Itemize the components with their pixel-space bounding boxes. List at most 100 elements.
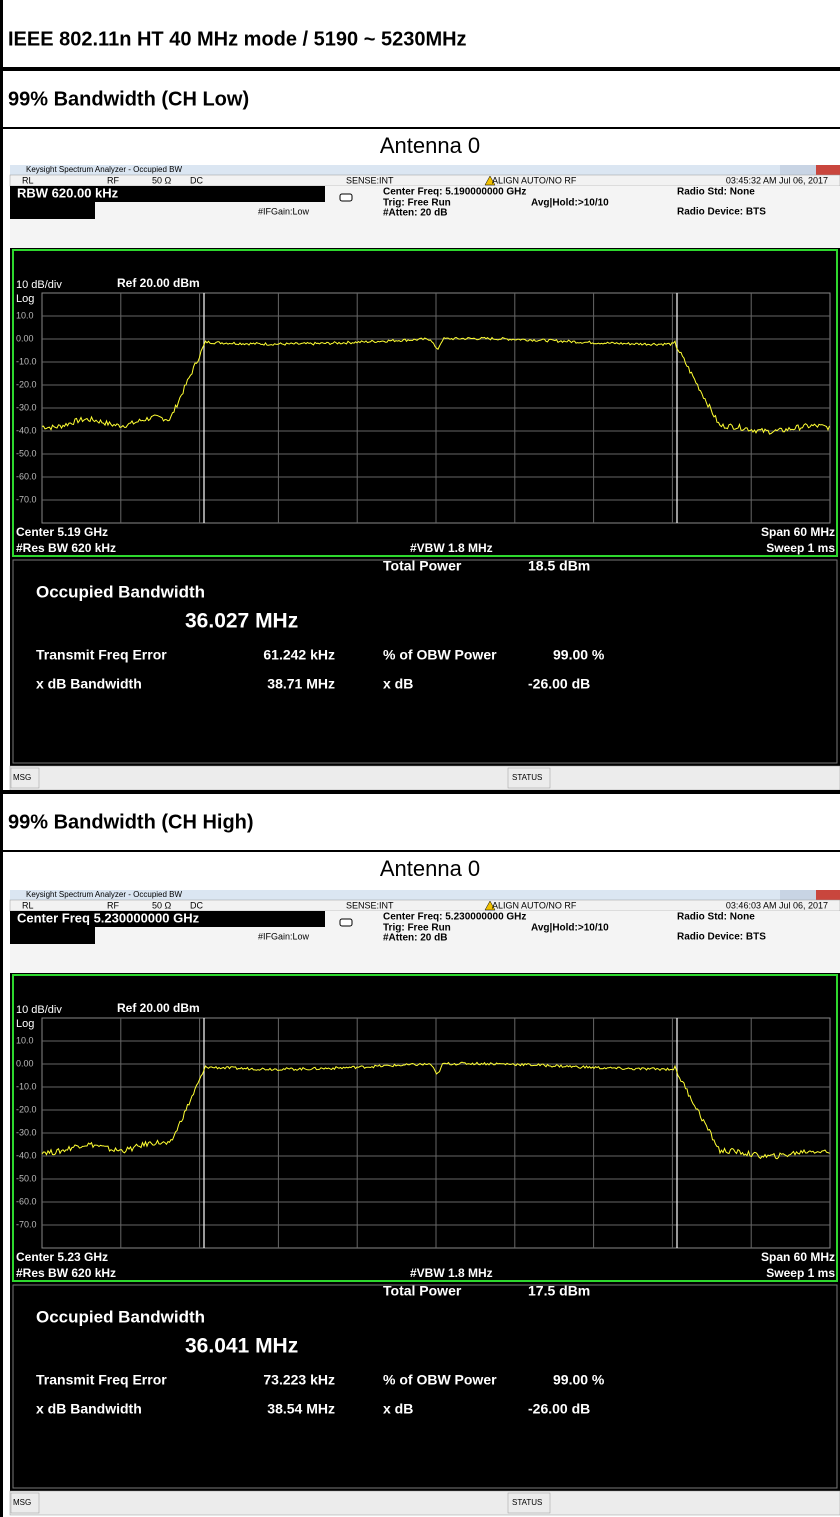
atten: #Atten: 20 dB — [383, 208, 447, 219]
trig-icon — [339, 193, 353, 202]
xdb-bw: 38.71 MHz — [267, 676, 335, 692]
active-entry — [10, 202, 95, 219]
span: Span 60 MHz — [761, 1250, 835, 1264]
y-label: 0.00 — [16, 333, 34, 343]
total-power-label: Total Power — [383, 558, 462, 574]
section-heading: 99% Bandwidth (CH High) — [8, 811, 254, 833]
atten: #Atten: 20 dB — [383, 933, 447, 944]
trace — [41, 1061, 830, 1160]
coupling: DC — [190, 175, 203, 185]
active-function — [10, 186, 325, 202]
status-row — [9, 174, 840, 187]
ref-level: Ref 20.00 dBm — [117, 1001, 200, 1015]
separator — [0, 850, 840, 852]
tfe: 61.242 kHz — [263, 647, 335, 663]
active-function-text: RBW 620.00 kHz — [17, 185, 119, 200]
rl: RL — [22, 175, 34, 185]
y-label: 10.0 — [16, 310, 34, 320]
center-freq: Center Freq: 5.190000000 GHz — [383, 187, 526, 198]
active-function — [10, 911, 325, 927]
results-panel — [10, 1283, 840, 1491]
results-panel — [10, 558, 840, 766]
xdb: -26.00 dB — [528, 676, 590, 692]
y-label: -70.0 — [16, 494, 37, 504]
window-title: Keysight Spectrum Analyzer - Occupied BW — [26, 890, 183, 899]
graph-border — [12, 974, 838, 1282]
pct-label: % of OBW Power — [383, 647, 497, 663]
caption: Antenna 0 — [380, 856, 480, 881]
msg: MSG — [13, 1498, 31, 1507]
center-freq: Center Freq: 5.230000000 GHz — [383, 912, 526, 923]
graph-border — [12, 249, 838, 557]
res-bw: #Res BW 620 kHz — [16, 1266, 116, 1280]
y-label: -10.0 — [16, 1081, 37, 1091]
sweep: Sweep 1 ms — [766, 1266, 835, 1280]
sense: SENSE:INT — [346, 900, 394, 910]
rl: RL — [22, 900, 34, 910]
y-label: -20.0 — [16, 379, 37, 389]
impedance: 50 Ω — [152, 175, 172, 185]
log-label: Log — [16, 293, 34, 305]
status: STATUS — [512, 1498, 542, 1507]
total-power: 17.5 dBm — [528, 1283, 590, 1299]
separator — [0, 127, 840, 129]
results-border — [12, 1284, 838, 1489]
caption: Antenna 0 — [380, 133, 480, 158]
window-titlebar — [10, 165, 840, 175]
msg-box — [10, 1492, 40, 1514]
warning-icon — [484, 900, 496, 911]
y-label: -30.0 — [16, 1127, 37, 1137]
y-label: -60.0 — [16, 1196, 37, 1206]
res-bw: #Res BW 620 kHz — [16, 541, 116, 555]
log-label: Log — [16, 1018, 34, 1030]
radio-std: Radio Std: None — [677, 912, 755, 923]
align: ALIGN AUTO/NO RF — [492, 900, 577, 910]
y-label: -10.0 — [16, 356, 37, 366]
trace — [41, 336, 830, 435]
status-row — [9, 899, 840, 912]
y-label: -50.0 — [16, 1173, 37, 1183]
xdb-bw-label: x dB Bandwidth — [36, 676, 142, 692]
time: 03:46:03 AM Jul 06, 2017 — [726, 900, 828, 910]
graph-area — [10, 973, 840, 1295]
trig: Trig: Free Run — [383, 198, 451, 209]
y-label: -70.0 — [16, 1219, 37, 1229]
status-bar — [9, 765, 840, 791]
separator — [0, 790, 840, 794]
center: Center 5.23 GHz — [16, 1250, 108, 1264]
xdb-bw-label: x dB Bandwidth — [36, 1401, 142, 1417]
vbw: #VBW 1.8 MHz — [410, 1266, 493, 1280]
graph-area — [10, 248, 840, 570]
trig: Trig: Free Run — [383, 923, 451, 934]
close-button — [816, 165, 840, 175]
obw-value: 36.041 MHz — [185, 1335, 298, 1358]
y-label: -40.0 — [16, 1150, 37, 1160]
tfe-label: Transmit Freq Error — [36, 1372, 167, 1388]
sense: SENSE:INT — [346, 175, 394, 185]
separator — [0, 67, 840, 71]
msg: MSG — [13, 773, 31, 782]
obw-label: Occupied Bandwidth — [36, 582, 205, 601]
y-label: 0.00 — [16, 1058, 34, 1068]
status-box — [507, 1492, 551, 1514]
window-titlebar — [10, 890, 840, 900]
xdb-label: x dB — [383, 676, 413, 692]
coupling: DC — [190, 900, 203, 910]
span: Span 60 MHz — [761, 525, 835, 539]
time: 03:45:32 AM Jul 06, 2017 — [726, 175, 828, 185]
active-entry — [10, 927, 95, 944]
status: STATUS — [512, 773, 542, 782]
document-title: IEEE 802.11n HT 40 MHz mode / 5190 ~ 523… — [8, 28, 467, 50]
obw-label: Occupied Bandwidth — [36, 1307, 205, 1326]
y-label: -40.0 — [16, 425, 37, 435]
status-bar — [9, 1490, 840, 1516]
center: Center 5.19 GHz — [16, 525, 108, 539]
active-function-text: Center Freq 5.230000000 GHz — [17, 910, 200, 925]
total-power-label: Total Power — [383, 1283, 462, 1299]
obw-value: 36.027 MHz — [185, 610, 298, 633]
xdb: -26.00 dB — [528, 1401, 590, 1417]
radio-device: Radio Device: BTS — [677, 207, 766, 218]
align: ALIGN AUTO/NO RF — [492, 175, 577, 185]
xdb-label: x dB — [383, 1401, 413, 1417]
